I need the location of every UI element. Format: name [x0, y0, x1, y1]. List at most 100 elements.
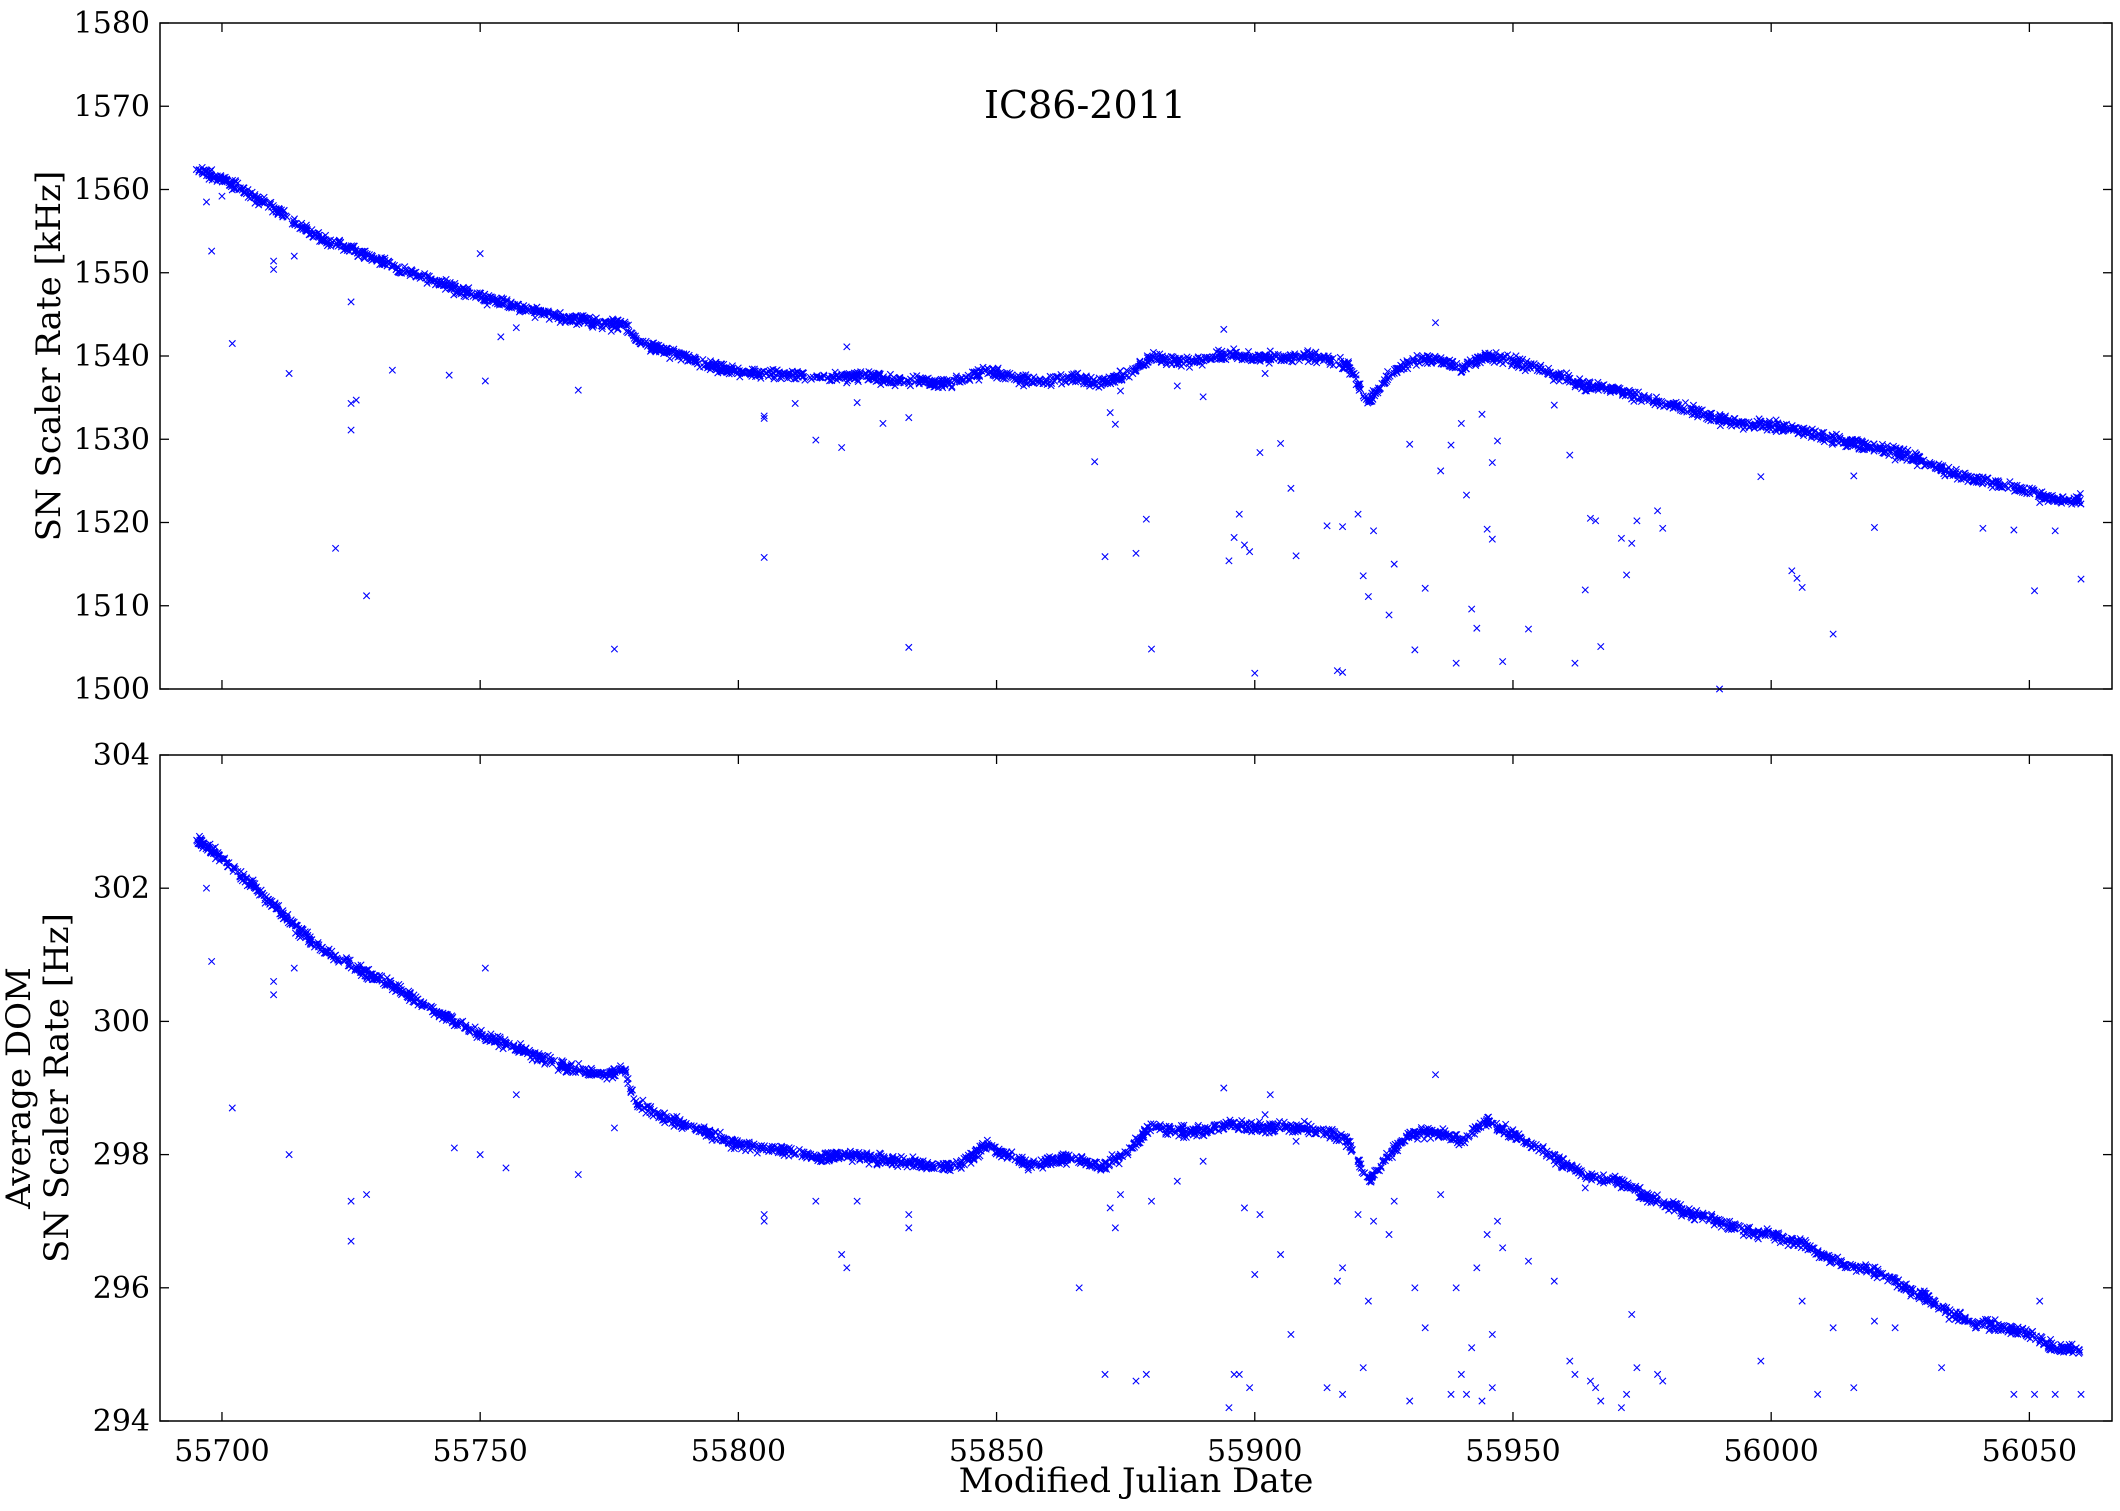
- outlier-point: [1524, 625, 1533, 633]
- data-point: [1552, 371, 1560, 379]
- outlier-point: [285, 369, 293, 378]
- outlier-point: [2010, 526, 2018, 534]
- data-point: [260, 199, 268, 207]
- data-point: [1232, 351, 1240, 359]
- data-point: [401, 263, 409, 271]
- data-point: [1507, 356, 1515, 364]
- data-point: [428, 278, 436, 286]
- data-point: [1185, 363, 1194, 371]
- data-point: [662, 347, 670, 355]
- data-point: [1136, 358, 1144, 366]
- data-point: [1177, 356, 1185, 365]
- data-point: [835, 373, 843, 381]
- outlier-point: [1659, 524, 1667, 532]
- outlier-point: [1246, 548, 1254, 556]
- outlier-point: [843, 343, 851, 351]
- outlier-point: [1106, 409, 1114, 417]
- top-panel-ylabel: SN Scaler Rate [kHz]: [29, 171, 69, 541]
- outlier-point: [1101, 553, 1109, 561]
- data-point: [1392, 365, 1400, 373]
- data-point: [747, 369, 755, 377]
- outlier-point: [1938, 467, 1946, 475]
- y-tick-label: 1580: [74, 6, 150, 41]
- data-point: [878, 375, 887, 383]
- top-panel: IC86-2011 150015101520153015401550156015…: [29, 6, 2113, 707]
- data-point: [1523, 363, 1531, 372]
- data-point: [1089, 379, 1097, 387]
- data-point: [938, 379, 947, 387]
- data-point: [232, 178, 240, 186]
- data-point: [1502, 1120, 1510, 1128]
- data-point: [1496, 353, 1505, 361]
- data-point: [736, 373, 744, 381]
- outlier-point: [1793, 574, 1801, 582]
- data-point: [427, 276, 435, 284]
- data-point: [349, 242, 357, 250]
- outlier-point: [812, 436, 820, 444]
- data-point: [236, 184, 244, 192]
- data-point: [1828, 431, 1836, 440]
- data-point: [320, 235, 328, 244]
- data-point: [1513, 359, 1521, 367]
- outlier-point: [1437, 467, 1445, 475]
- outlier-point: [1431, 319, 1440, 327]
- data-point: [246, 194, 255, 202]
- data-point: [610, 324, 618, 332]
- data-point: [1835, 435, 1844, 443]
- data-point: [647, 346, 655, 355]
- data-point: [1286, 355, 1294, 364]
- data-point: [1169, 353, 1177, 361]
- data-point: [1478, 356, 1486, 365]
- data-point: [360, 254, 369, 263]
- data-point: [738, 367, 746, 376]
- data-point: [394, 268, 403, 276]
- data-point: [1502, 357, 1510, 365]
- outlier-point: [1359, 572, 1367, 580]
- data-point: [390, 261, 399, 270]
- data-point: [1280, 357, 1288, 365]
- data-point: [347, 242, 356, 250]
- data-point: [1132, 367, 1140, 375]
- data-point: [1665, 400, 1673, 408]
- outlier-point: [1488, 535, 1496, 543]
- data-point: [280, 206, 288, 214]
- data-point: [1830, 439, 1838, 447]
- data-point: [1142, 361, 1150, 369]
- data-point: [317, 236, 326, 244]
- data-point: [1896, 454, 1905, 462]
- outlier-point: [1447, 441, 1455, 449]
- data-point: [731, 366, 739, 375]
- outlier-point: [202, 198, 211, 206]
- data-point: [1522, 359, 1530, 367]
- data-point: [1397, 366, 1405, 374]
- data-point: [1977, 478, 1985, 486]
- data-point: [1359, 392, 1367, 400]
- data-point: [443, 279, 452, 287]
- data-point: [1756, 420, 1764, 428]
- outlier-point: [1173, 382, 1181, 390]
- outlier-point: [1323, 522, 1331, 530]
- data-point: [1213, 353, 1221, 362]
- data-point: [373, 254, 381, 262]
- y-tick-label: 1560: [74, 173, 150, 208]
- y-tick-label: 1530: [74, 422, 150, 457]
- data-point: [1624, 387, 1632, 395]
- data-point: [722, 367, 730, 375]
- data-point: [1814, 430, 1822, 438]
- data-point: [590, 315, 598, 324]
- data-point: [1653, 1191, 1661, 1199]
- outlier-point: [879, 419, 887, 428]
- outlier-point: [1240, 541, 1249, 549]
- data-point: [551, 310, 559, 318]
- data-point: [1726, 421, 1734, 429]
- outlier-point: [1142, 515, 1150, 523]
- data-point: [1979, 478, 1988, 486]
- data-point: [1309, 355, 1317, 363]
- data-point: [251, 190, 259, 199]
- data-point: [979, 363, 987, 371]
- data-point: [844, 370, 852, 378]
- outlier-point: [1550, 401, 1558, 409]
- data-point: [335, 236, 344, 244]
- data-point: [1472, 357, 1480, 366]
- data-point: [1291, 352, 1299, 360]
